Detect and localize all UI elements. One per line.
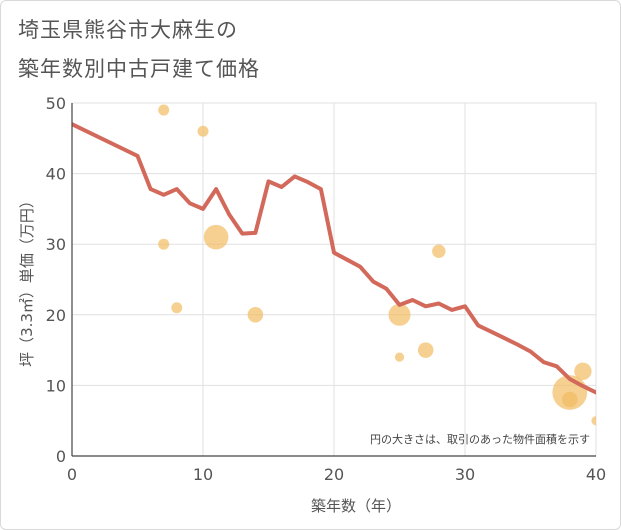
y-tick-label: 10 <box>46 376 66 395</box>
price-trend-line <box>72 122 596 395</box>
data-bubble <box>247 307 264 323</box>
y-tick-label: 50 <box>46 94 66 113</box>
x-tick-label: 30 <box>455 465 475 484</box>
data-bubble <box>171 302 183 314</box>
x-tick-label: 0 <box>67 465 77 484</box>
axis-layer <box>71 103 596 457</box>
bubble-size-note: 円の大きさは、取引のあった物件面積を示す <box>370 432 590 446</box>
line-layer <box>72 122 596 395</box>
x-tick-label: 40 <box>586 465 606 484</box>
data-bubble <box>203 224 229 250</box>
data-bubble <box>388 303 411 326</box>
x-tick-label: 20 <box>324 465 344 484</box>
data-bubble <box>417 342 434 358</box>
x-axis-label: 築年数（年） <box>311 497 401 515</box>
data-bubble <box>197 125 209 137</box>
data-bubble <box>591 416 596 426</box>
y-tick-label: 20 <box>46 306 66 325</box>
chart-title-line1: 埼玉県熊谷市大麻生の <box>18 18 238 42</box>
y-axis-label: 坪（3.3㎡）単価（万円） <box>18 193 36 367</box>
data-bubble <box>394 352 405 362</box>
x-tick-label: 10 <box>193 465 213 484</box>
data-bubble <box>562 391 578 408</box>
data-bubble <box>574 362 592 380</box>
y-tick-label: 40 <box>46 165 66 184</box>
y-tick-label: 30 <box>46 235 66 254</box>
data-bubble <box>158 104 170 116</box>
tick-labels: 0 10 20 30 40 50 0 10 20 30 40 <box>46 94 607 484</box>
data-bubble <box>158 238 170 250</box>
grid-lines <box>72 102 597 456</box>
chart-title-line2: 築年数別中古戸建て価格 <box>18 57 260 81</box>
data-bubble <box>432 244 446 258</box>
y-tick-label: 0 <box>56 447 66 466</box>
